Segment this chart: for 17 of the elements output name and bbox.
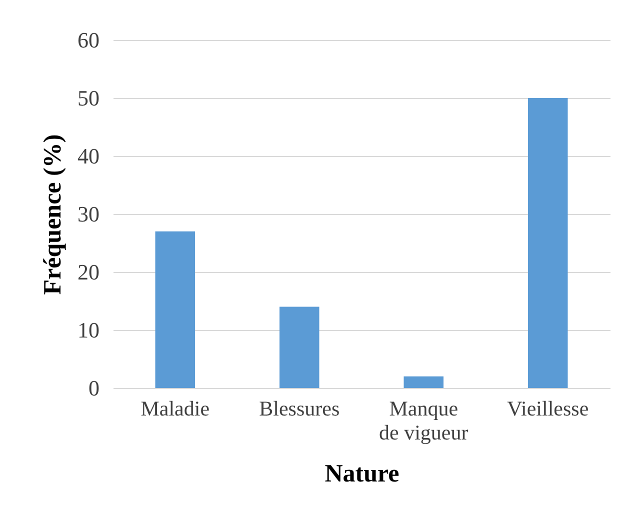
x-tick-label: Vieillesse	[507, 396, 589, 420]
x-tick-label: Maladie	[140, 396, 210, 420]
x-axis-title: Nature	[324, 460, 400, 488]
y-tick-label: 50	[78, 86, 100, 110]
x-tick-label: Blessures	[259, 396, 340, 420]
y-tick-label: 30	[78, 202, 100, 226]
y-tick-label: 40	[78, 144, 100, 168]
y-tick-label: 0	[88, 376, 100, 400]
bar	[279, 306, 320, 388]
bar	[528, 98, 568, 388]
y-tick-label: 10	[78, 318, 100, 342]
x-tick-label: Manque de vigueur	[379, 396, 468, 444]
y-tick-label: 20	[78, 260, 100, 284]
bar	[404, 376, 444, 388]
bar	[155, 231, 196, 388]
y-tick-label: 60	[78, 28, 100, 52]
y-axis-title: Fréquence (%)	[40, 134, 66, 295]
